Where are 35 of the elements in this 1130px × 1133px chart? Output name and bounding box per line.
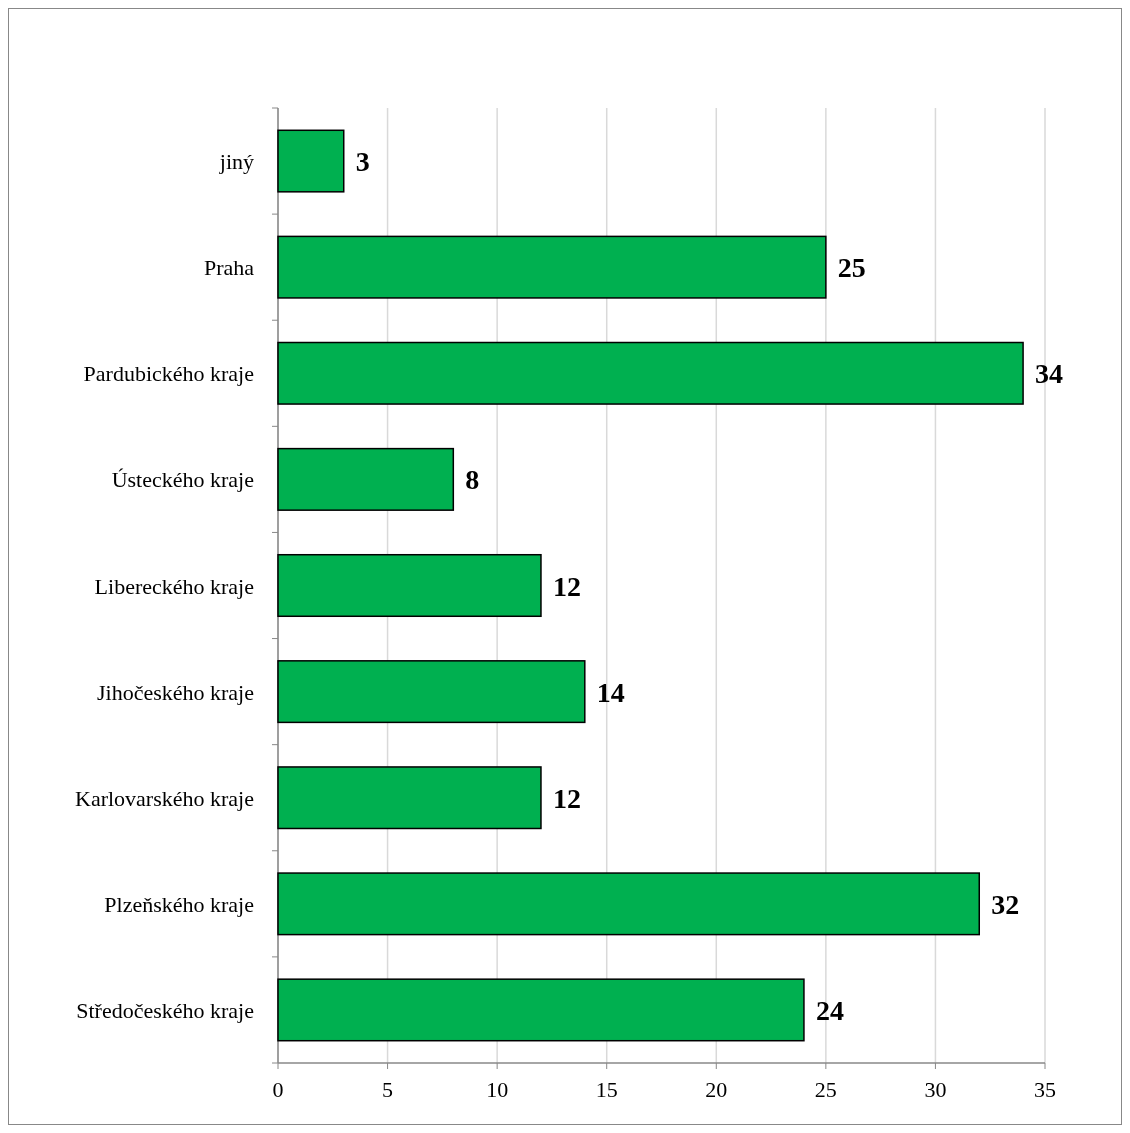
x-tick-label: 0	[272, 1077, 284, 1102]
x-tick-label: 35	[1034, 1077, 1056, 1102]
data-label: 34	[1035, 358, 1064, 390]
y-tick-label: Ústeckého kraje	[111, 467, 254, 493]
y-tick-label: Pardubického kraje	[83, 361, 254, 387]
x-tick-label: 20	[705, 1077, 728, 1102]
x-tick-label: 5	[382, 1077, 394, 1102]
bar	[277, 341, 1024, 405]
bar	[277, 447, 455, 511]
x-tick-label: 30	[924, 1077, 947, 1102]
bar	[277, 235, 827, 299]
data-label: 8	[465, 464, 480, 496]
x-tick-label: 15	[595, 1077, 618, 1102]
bar	[277, 129, 345, 193]
data-label: 24	[815, 994, 844, 1026]
data-label: 14	[596, 676, 625, 708]
y-tick-label: Středočeského kraje	[76, 997, 254, 1023]
y-tick-label: Karlovarského kraje	[75, 785, 254, 811]
x-tick-label: 10	[486, 1077, 509, 1102]
y-tick-label: Libereckého kraje	[94, 573, 254, 599]
data-label: 3	[355, 146, 370, 178]
x-tick-label: 25	[814, 1077, 837, 1102]
data-label: 12	[552, 782, 581, 814]
y-tick-label: Jihočeského kraje	[97, 679, 254, 705]
bar	[277, 978, 805, 1042]
bar	[277, 553, 542, 618]
y-tick-label: Plzeňského kraje	[104, 891, 254, 917]
y-tick-label: jiný	[218, 149, 254, 175]
data-label: 32	[991, 888, 1020, 920]
data-label: 25	[837, 252, 866, 284]
bar	[277, 660, 586, 724]
bar	[277, 766, 542, 830]
y-tick-label: Praha	[203, 255, 255, 281]
bar	[277, 872, 981, 936]
data-label: 12	[552, 570, 581, 602]
